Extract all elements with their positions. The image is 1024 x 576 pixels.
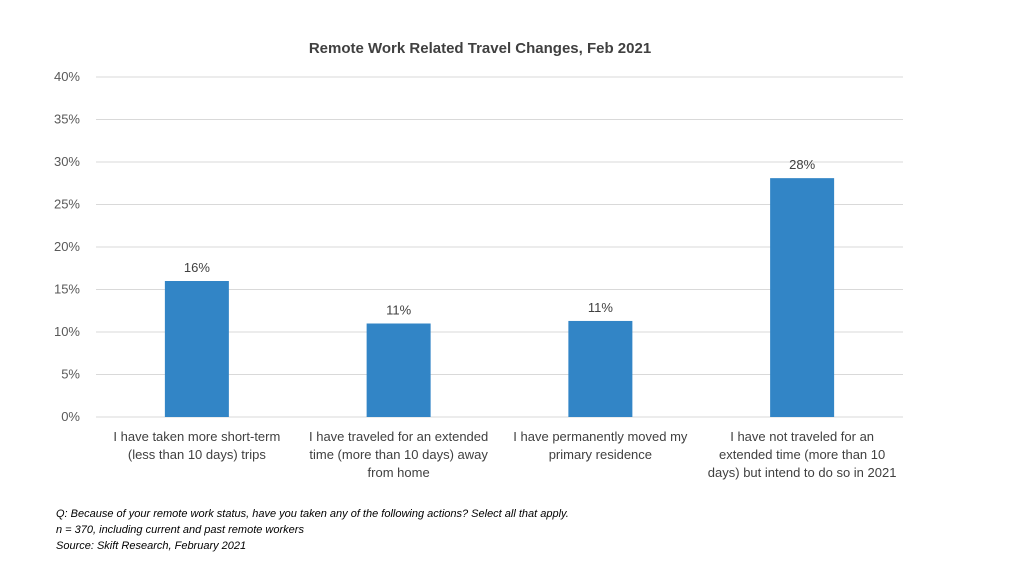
data-label: 28%	[789, 157, 815, 172]
data-labels: 16% 11% 11% 28%	[184, 157, 816, 317]
y-tick-label: 0%	[61, 409, 80, 424]
y-tick-label: 10%	[54, 324, 80, 339]
category-label: I have not traveled for an	[730, 429, 874, 444]
x-axis-categories: I have taken more short-term (less than 1…	[113, 429, 896, 480]
category-label: days) but intend to do so in 2021	[708, 465, 897, 480]
survey-question: Q: Because of your remote work status, h…	[56, 508, 569, 520]
gridlines	[96, 76, 903, 418]
y-tick-label: 30%	[54, 154, 80, 169]
y-tick-label: 15%	[54, 282, 80, 297]
category-label: primary residence	[549, 447, 652, 462]
source-note: Source: Skift Research, February 2021	[56, 540, 247, 552]
category-label: (less than 10 days) trips	[128, 447, 267, 462]
category-label: from home	[368, 465, 430, 480]
y-axis-ticks: 0% 5% 10% 15% 20% 25% 30% 35% 40%	[54, 69, 80, 424]
bar	[770, 178, 835, 417]
data-label: 16%	[184, 260, 210, 275]
y-tick-label: 40%	[54, 69, 80, 84]
chart-notes: Q: Because of your remote work status, h…	[56, 506, 569, 554]
data-label: 11%	[588, 300, 613, 315]
y-tick-label: 20%	[54, 239, 80, 254]
data-label: 11%	[386, 303, 411, 318]
category-label: extended time (more than 10	[719, 447, 885, 462]
bar	[164, 281, 229, 417]
bar	[366, 323, 431, 417]
category-label: I have taken more short-term	[113, 429, 280, 444]
category-label: time (more than 10 days) away	[309, 447, 488, 462]
category-label: I have traveled for an extended	[309, 429, 488, 444]
y-tick-label: 5%	[61, 367, 80, 382]
sample-size-note: n = 370, including current and past remo…	[56, 524, 304, 536]
y-tick-label: 25%	[54, 197, 80, 212]
bar	[568, 320, 633, 417]
bars	[164, 178, 835, 417]
y-tick-label: 35%	[54, 112, 80, 127]
category-label: I have permanently moved my	[513, 429, 688, 444]
chart-title: Remote Work Related Travel Changes, Feb …	[308, 40, 652, 57]
